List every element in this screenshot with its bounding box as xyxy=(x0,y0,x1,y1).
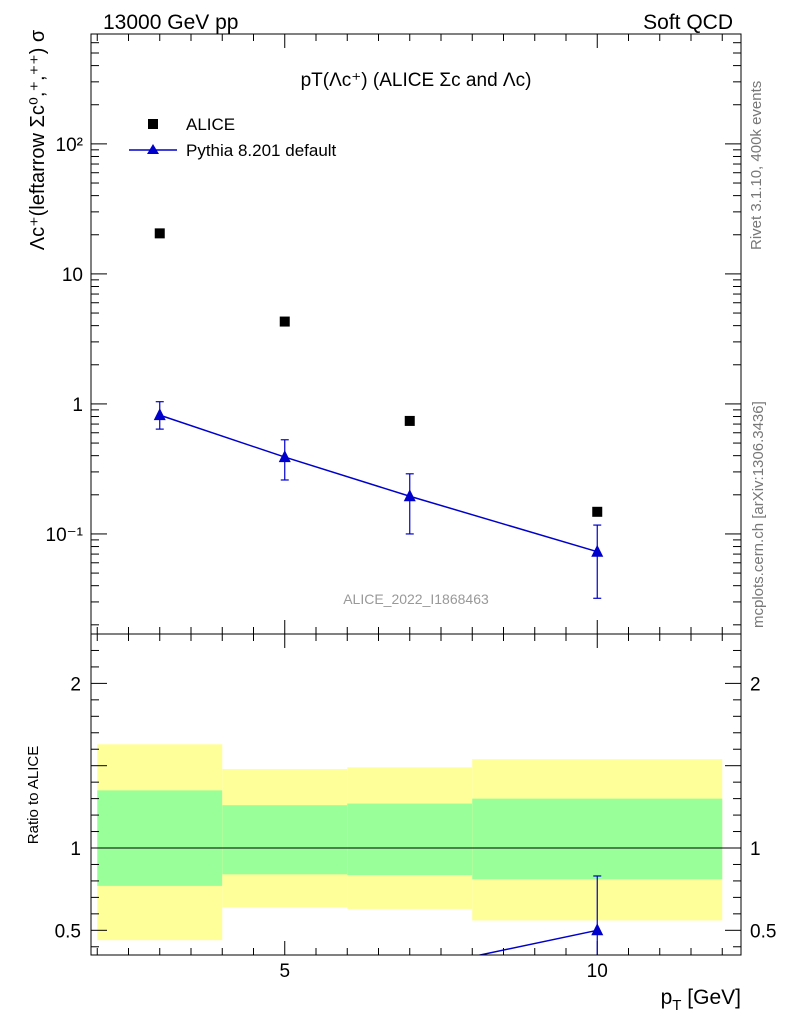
ratio-mc-point xyxy=(591,923,604,936)
ratio-y-tick-label-left: 1 xyxy=(70,839,81,860)
ratio-y-tick-label-right: 2 xyxy=(750,674,761,695)
ratio-y-tick-label-left: 0.5 xyxy=(55,921,81,942)
main-panel: 10⁻¹ 1 10 10² pT(Λc⁺) (ALICE Σc and Λc) ALI… xyxy=(27,29,742,635)
mc-series xyxy=(153,401,604,599)
rivet-version-label: Rivet 3.1.10, 400k events xyxy=(748,81,765,250)
main-y-tick-label: 10⁻¹ xyxy=(46,525,84,546)
ratio-y-tick-label-right: 0.5 xyxy=(750,921,776,942)
ratio-axis-ticks xyxy=(91,634,741,955)
main-y-tick-label: 10 xyxy=(62,265,83,286)
ratio-y-tick-label-left: 2 xyxy=(70,674,81,695)
data-point xyxy=(404,415,415,426)
legend-marker-data xyxy=(148,119,158,129)
ratio-band-inner xyxy=(97,790,223,886)
ratio-tick-labels: 0.5 0.5 1 1 2 2 5 10 xyxy=(55,674,777,982)
ratio-band-inner xyxy=(347,803,473,876)
ratio-mc-series xyxy=(154,875,604,1011)
ratio-y-tick-label-right: 1 xyxy=(750,839,761,860)
ratio-mc-point xyxy=(279,991,291,1003)
legend-label-mc: Pythia 8.201 default xyxy=(186,141,337,160)
data-series xyxy=(154,228,603,517)
data-point xyxy=(154,228,165,239)
main-title: pT(Λc⁺) (ALICE Σc and Λc) xyxy=(301,70,532,91)
analysis-tag: ALICE_2022_I1868463 xyxy=(343,591,489,607)
x-tick-label: 5 xyxy=(279,961,290,982)
main-axis-ticks xyxy=(91,33,741,634)
x-tick-label: 10 xyxy=(587,961,608,982)
ratio-panel: 0.5 0.5 1 1 2 2 5 10 Ratio to ALICE pT [GeV] xyxy=(25,633,777,1014)
ratio-mc-point xyxy=(154,999,166,1011)
ratio-uncertainty-bands xyxy=(91,744,741,941)
x-axis-label: pT [GeV] xyxy=(661,986,741,1014)
legend-marker-mc xyxy=(147,144,159,154)
ratio-y-axis-label: Ratio to ALICE xyxy=(25,746,42,844)
ratio-band-inner xyxy=(472,798,723,880)
mc-point xyxy=(403,489,416,502)
ratio-frame xyxy=(90,633,742,956)
main-y-axis-label: Λc⁺(leftarrow Σc⁰,⁺,⁺⁺) σ xyxy=(27,29,49,250)
mc-line xyxy=(159,414,598,553)
ratio-mc-line xyxy=(476,929,598,955)
mc-point xyxy=(591,544,604,557)
main-y-tick-label: 1 xyxy=(72,395,83,416)
header-energy-label: 13000 GeV pp xyxy=(103,11,238,34)
ratio-mc-point xyxy=(404,963,416,975)
data-point xyxy=(592,506,603,517)
main-y-tick-label: 10² xyxy=(56,135,83,156)
data-point xyxy=(279,316,290,327)
main-y-tick-labels: 10⁻¹ 1 10 10² xyxy=(46,135,84,546)
mc-point xyxy=(153,408,166,421)
legend-label-data: ALICE xyxy=(186,115,235,134)
mcplots-label: mcplots.cern.ch [arXiv:1306.3436] xyxy=(750,401,767,628)
mc-point xyxy=(278,450,291,463)
header-category-label: Soft QCD xyxy=(643,11,733,34)
legend: ALICE Pythia 8.201 default xyxy=(129,115,337,160)
ratio-band-inner xyxy=(222,805,348,875)
